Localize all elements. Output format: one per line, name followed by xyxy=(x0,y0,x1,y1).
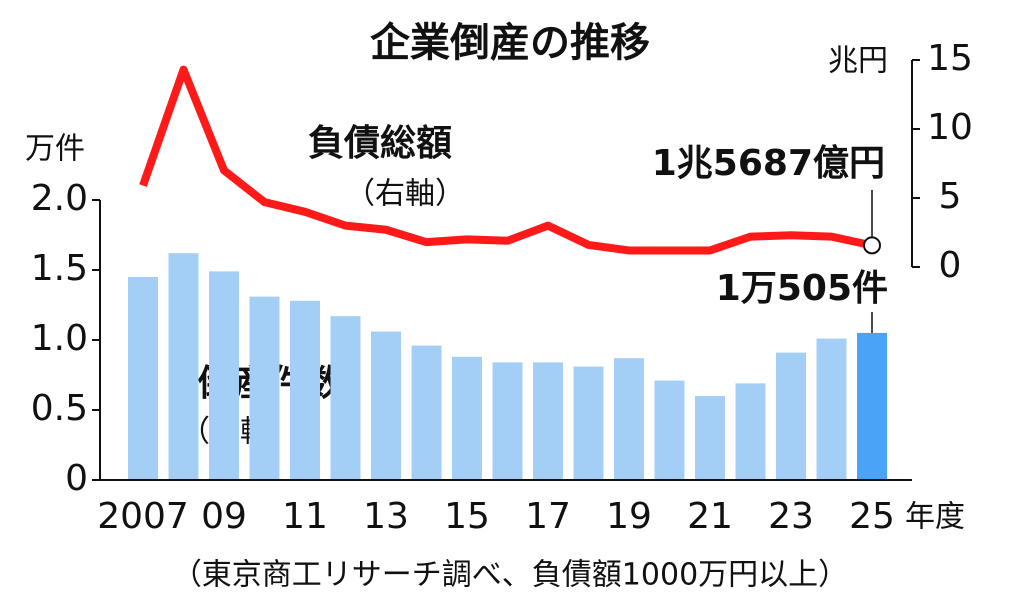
y-tick-label: 1.5 xyxy=(31,248,88,289)
x-tick-label: 09 xyxy=(201,496,247,537)
x-tick-label: 15 xyxy=(444,496,490,537)
line-value-label: 1兆5687億円 xyxy=(652,143,885,184)
y2-unit: 兆円 xyxy=(828,44,888,79)
x-tick-label: 2007 xyxy=(97,496,189,537)
bar xyxy=(735,383,766,480)
line-axis-note: （右軸） xyxy=(345,177,465,212)
bar xyxy=(290,300,320,480)
x-tick-label: 21 xyxy=(687,496,733,537)
bar xyxy=(411,345,442,480)
source: （東京商工リサーチ調べ、負債額1000万円以上） xyxy=(172,558,848,593)
y-tick-label: 1.0 xyxy=(31,318,88,359)
bar-value-label: 1万505件 xyxy=(716,268,888,309)
point-marker xyxy=(863,236,881,255)
y-unit: 万件 xyxy=(25,132,85,167)
x-tick-label: 25 xyxy=(849,496,895,537)
bar xyxy=(857,332,887,480)
x-unit: 年度 xyxy=(905,500,965,535)
y-tick-label: 0 xyxy=(65,458,88,499)
bar xyxy=(816,338,847,480)
bar-axis-note: （左軸） xyxy=(180,415,300,450)
bar xyxy=(330,316,361,480)
bar xyxy=(776,352,806,480)
y2-tick-label: 10 xyxy=(927,107,973,148)
bar xyxy=(492,362,523,480)
x-tick-label: 17 xyxy=(525,496,571,537)
y-tick-label: 2.0 xyxy=(31,178,88,219)
y2-tick-label: 5 xyxy=(939,176,962,217)
bar xyxy=(452,356,482,480)
y2-tick-label: 0 xyxy=(939,245,962,286)
bar xyxy=(533,362,563,480)
bar xyxy=(695,396,725,480)
bar xyxy=(654,380,685,480)
line-name: 負債総額 xyxy=(308,123,452,164)
x-tick-label: 11 xyxy=(282,496,328,537)
bar xyxy=(209,271,239,480)
x-tick-label: 23 xyxy=(768,496,814,537)
x-tick-label: 13 xyxy=(363,496,409,537)
x-tick-label: 19 xyxy=(606,496,652,537)
y-tick-label: 0.5 xyxy=(31,388,88,429)
bar xyxy=(168,253,199,480)
bar xyxy=(573,366,604,480)
bar xyxy=(128,277,158,480)
bar xyxy=(249,296,280,480)
bar xyxy=(614,358,644,480)
bar xyxy=(371,331,401,480)
line xyxy=(139,65,873,255)
y2-tick-label: 15 xyxy=(927,38,973,79)
chart-title: 企業倒産の推移 xyxy=(370,20,650,66)
